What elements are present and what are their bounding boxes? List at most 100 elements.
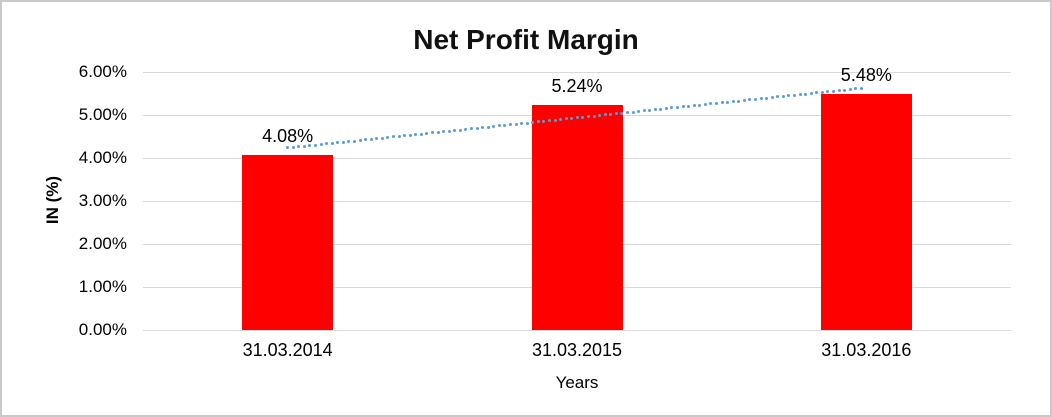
trendline-dot [804,92,808,96]
bar-31.03.2015 [531,104,623,330]
trendline-dot [514,122,518,126]
trendline-dot [754,97,758,101]
trendline-dot [703,103,707,106]
trendline-dot [676,105,680,109]
trendline-dot [447,129,451,133]
y-tick-label: 0.00% [78,320,127,339]
trendline-dot [776,95,780,99]
trendline-dot [308,144,312,148]
trendline-dot [787,94,791,98]
trendline-dot [475,126,479,130]
trendline-dot [353,139,356,143]
trendline-dot [581,115,585,119]
x-axis-title: Years [555,373,599,392]
trendline-dot [458,128,462,132]
data-label: 5.48% [840,65,892,86]
trendline-dot [375,137,379,141]
trendline-dot [737,99,741,103]
trendline-dot [430,131,434,135]
y-tick-label: 3.00% [78,191,127,210]
trendline-dot [419,132,423,136]
trendline-dot [843,88,847,92]
trendline-dot [314,143,318,147]
trendline-dot [731,100,735,104]
trendline-dot [748,98,752,102]
trendline-dot [436,130,440,134]
data-label: 5.24% [551,75,603,96]
trendline-dot [586,115,590,119]
trendline-dot [692,104,696,108]
trendline-dot [380,136,384,140]
trendline-dot [720,101,724,105]
trendline-dot [570,116,574,120]
trendline-dot [492,125,496,129]
trendline-dot [325,142,329,146]
trendline-dot [742,98,746,102]
trendline-dot [536,120,540,124]
trendline-dot [369,137,373,141]
trendline-dot [386,136,390,140]
trendline-dot [826,90,830,94]
trendline-dot [848,87,852,91]
trendline-dot [625,111,629,115]
trendline-dot [453,129,457,133]
x-category-label: 31.03.2015 [531,340,623,360]
trendline-dot [637,109,641,113]
trendline-dot [302,144,306,148]
trendline-dot [525,121,529,125]
gridline [143,330,1011,331]
trendline-dot [765,96,769,100]
trendline-dot [464,127,468,131]
y-tick-label: 1.00% [78,277,127,296]
trendline-dot [286,146,290,150]
y-tick-label: 5.00% [78,105,127,124]
trendline-dot [631,110,635,114]
trendline-dot [531,120,535,124]
trendline-dot [564,117,568,121]
trendline-dot [620,111,624,115]
trendline-dot [547,119,551,123]
bar-31.03.2014 [242,154,334,330]
trendline-dot [364,138,368,142]
bar-31.03.2016 [820,94,912,330]
trendline-dot [793,93,797,97]
trendline-dot [592,114,596,118]
trendline-dot [553,118,557,122]
trendline-dot [469,127,473,131]
trendline-dot [653,108,657,112]
trendline-dot [542,119,546,123]
x-category-label: 31.03.2014 [242,340,333,360]
plot-area: 4.08% 5.24% 5.48% [143,65,1011,331]
trendline-dot [815,91,819,95]
trendline-dot [297,145,301,149]
trendline-dot [832,89,836,93]
trendline-dot [408,133,412,137]
trendline-dot [859,86,863,90]
trendline-dot [809,91,813,95]
trendline-dot [670,106,674,110]
trendline-dot [609,112,613,116]
trendline-dot [442,130,446,134]
trendline-dot [481,126,485,130]
trendline-dot [698,103,702,107]
trendline-dot [336,141,340,145]
trendline-dot [291,145,295,149]
trendline-dot [648,108,652,112]
trendline-dot [715,101,719,105]
trendline-dot [709,102,713,106]
trendline-dot [575,116,579,120]
trendline-dot [603,113,607,117]
y-tick-label: 6.00% [78,62,127,81]
gridline [143,72,1011,73]
chart-title: Net Profit Margin [413,24,639,55]
trendline-dot [759,97,763,101]
trendline-dot [425,131,429,135]
trendline-dot [503,123,507,127]
trendline-dot [403,134,407,138]
trendline-dot [770,96,774,100]
trendline-dot [414,133,418,137]
trendline-dot [798,93,802,97]
trendline-dot [614,112,618,116]
data-label: 4.08% [262,125,314,146]
